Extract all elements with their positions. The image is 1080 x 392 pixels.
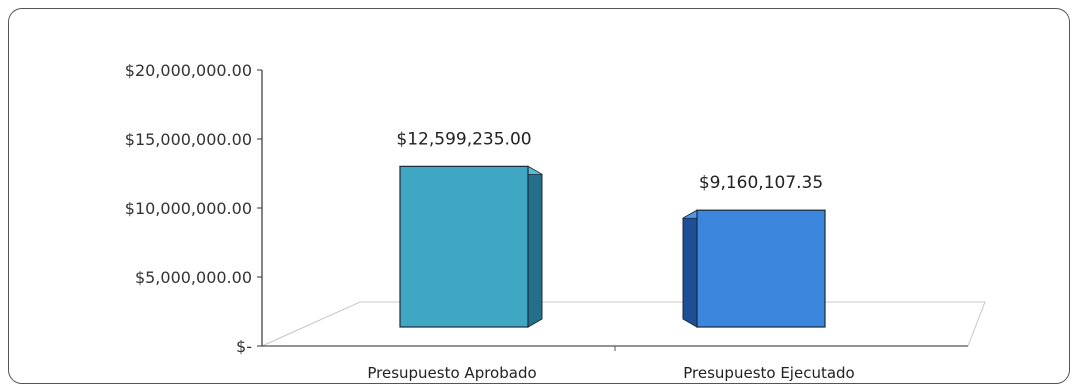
- bar-front-face: [399, 165, 529, 328]
- chart-floor: [261, 301, 986, 351]
- y-axis-ticks: $- $5,000,000.00 $10,000,000.00 $15,000,000…: [125, 61, 262, 356]
- x-category-label: Presupuesto Aprobado: [367, 364, 536, 382]
- bar-front-face: [696, 209, 826, 328]
- y-tick-label: $-: [236, 337, 252, 356]
- x-category-label: Presupuesto Ejecutado: [683, 364, 854, 382]
- bars: [398, 165, 827, 328]
- bar-side-face: [527, 165, 543, 328]
- bar-data-label: $12,599,235.00: [396, 129, 531, 149]
- chart-floor-plane: [261, 301, 986, 347]
- y-tick-label: $15,000,000.00: [125, 130, 252, 149]
- bar-2: [681, 209, 827, 328]
- y-tick-label: $20,000,000.00: [125, 61, 252, 80]
- bar-side-face: [682, 209, 698, 328]
- bar-data-label: $9,160,107.35: [699, 173, 823, 193]
- bar-1: [398, 165, 544, 328]
- labels: $12,599,235.00 Presupuesto Aprobado $9,160…: [367, 129, 854, 382]
- y-tick-label: $5,000,000.00: [135, 268, 252, 287]
- y-tick-label: $10,000,000.00: [125, 199, 252, 218]
